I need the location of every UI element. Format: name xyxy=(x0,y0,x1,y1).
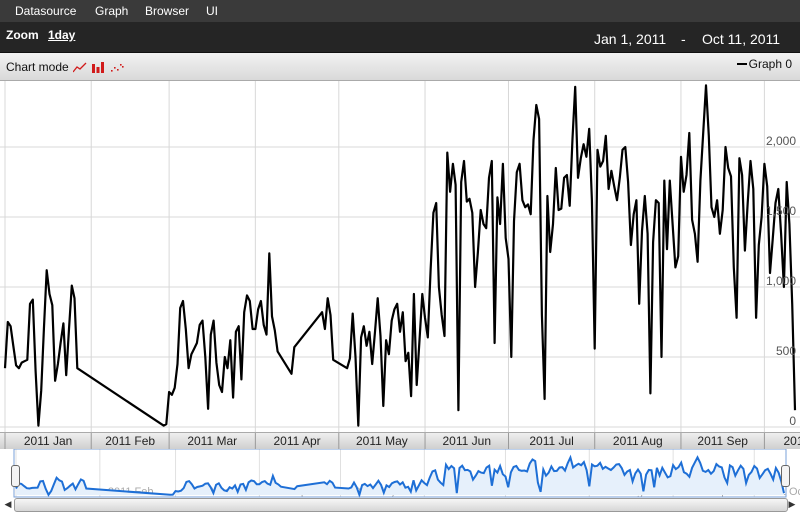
chart-mode-label: Chart mode xyxy=(6,60,69,74)
y-tick-label: 500 xyxy=(776,344,796,358)
x-tick-label: 2011 Jan xyxy=(24,434,73,448)
x-tick-label: 2011 Mar xyxy=(187,434,237,448)
zoom-toolbar: Zoom 1day Jan 1, 2011 - Oct 11, 2011 xyxy=(0,22,800,53)
menu-datasource[interactable]: Datasource xyxy=(15,4,77,18)
scatter-mode-icon[interactable] xyxy=(110,61,124,73)
legend-swatch xyxy=(736,63,747,65)
date-range-separator: - xyxy=(681,31,686,47)
zoom-1day-link[interactable]: 1day xyxy=(48,28,76,42)
menu-browser[interactable]: Browser xyxy=(145,4,190,18)
date-range-end[interactable]: Oct 11, 2011 xyxy=(702,31,781,47)
y-tick-label: 1,000 xyxy=(766,274,796,288)
date-range-start[interactable]: Jan 1, 2011 xyxy=(594,31,667,47)
zoom-label: Zoom xyxy=(6,28,39,42)
navigator-scrollbar[interactable] xyxy=(14,498,788,512)
scroll-right-icon[interactable]: ▶ xyxy=(788,499,796,509)
x-tick-label: 2011 Feb xyxy=(105,434,155,448)
y-tick-label: 1,500 xyxy=(766,204,796,218)
chart-mode-toolbar: Chart mode Graph 0 xyxy=(0,53,800,81)
navigator-left-handle[interactable] xyxy=(11,465,20,487)
legend-label: Graph 0 xyxy=(748,57,792,71)
y-axis: 0 500 1,000 1,500 2,000 xyxy=(766,134,796,428)
navigator-right-handle[interactable] xyxy=(781,465,790,487)
chart-series-layer xyxy=(3,84,797,427)
legend: Graph 0 xyxy=(736,57,792,71)
menu-graph[interactable]: Graph xyxy=(95,4,129,18)
x-axis: 2011 Jan 2011 Feb 2011 Mar 2011 Apr 2011 May… xyxy=(4,433,800,449)
y-tick-label: 2,000 xyxy=(766,134,796,148)
series-line xyxy=(3,84,797,427)
x-tick-label: 2011 Sep xyxy=(697,434,748,448)
x-tick-label: 2011 Jul xyxy=(529,434,573,448)
main-chart[interactable]: 0 500 1,000 1,500 2,000 xyxy=(0,81,800,432)
x-axis-bar: 2011 Jan 2011 Feb 2011 Mar 2011 Apr 2011 May… xyxy=(0,432,800,450)
bar-mode-icon[interactable] xyxy=(91,61,105,73)
line-mode-icon[interactable] xyxy=(73,61,87,73)
x-tick-label: 2011 Jun xyxy=(443,434,492,448)
navigator-series-line xyxy=(15,454,785,499)
menu-ui[interactable]: UI xyxy=(206,4,218,18)
y-tick-label: 0 xyxy=(789,414,796,428)
scroll-left-icon[interactable]: ◀ xyxy=(4,499,12,509)
menu-bar: Datasource Graph Browser UI xyxy=(0,0,800,22)
chart-grid xyxy=(0,81,800,432)
x-tick-label: 2011 Aug xyxy=(613,434,663,448)
x-tick-label: 2011 Apr xyxy=(273,434,320,448)
x-tick-label: 2011 Oct xyxy=(783,434,800,448)
x-tick-label: 2011 May xyxy=(356,434,408,448)
